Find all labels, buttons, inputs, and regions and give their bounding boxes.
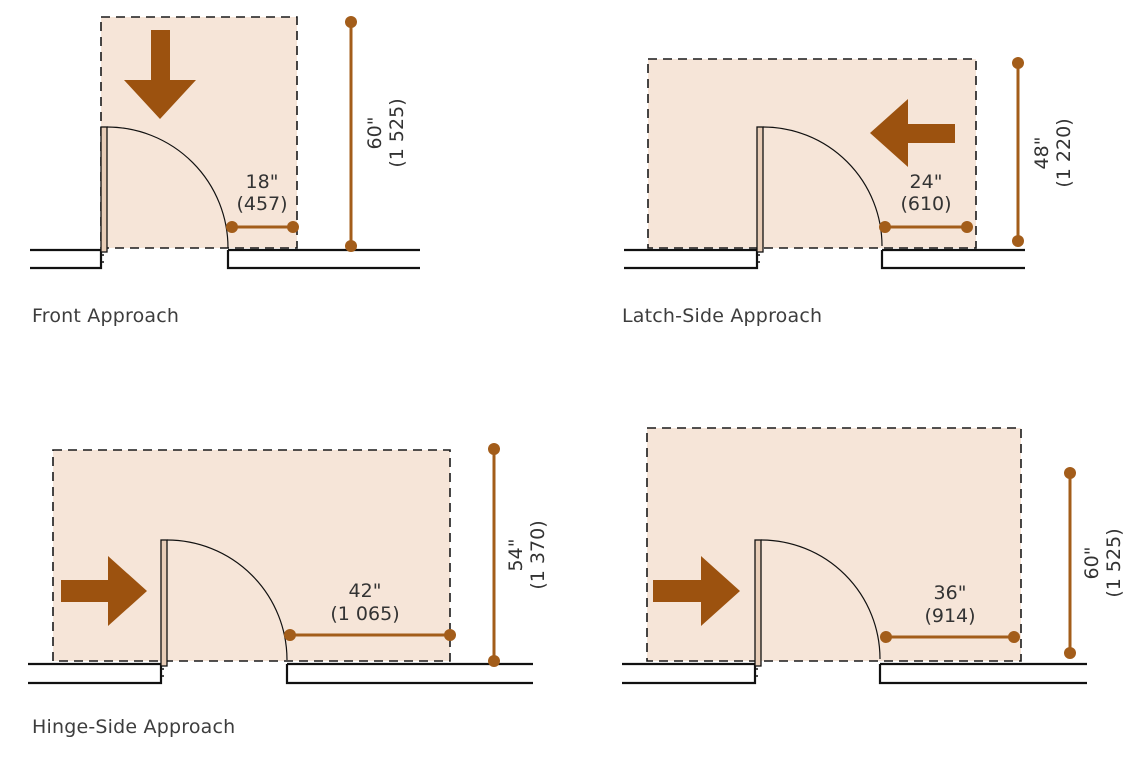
dimension-label: 60" — [364, 117, 386, 150]
dimension-label: 24" — [910, 171, 943, 193]
door-jamb — [754, 668, 758, 677]
latch-side-approach-diagram: 24" (610) 48" (1 220) Latch-Side Approac… — [622, 57, 1075, 327]
hinge-side-approach-diagram: 42" (1 065) 54" (1 370) Hinge-Side Appro… — [28, 443, 549, 738]
clearance-area — [52, 449, 451, 662]
door-leaf — [756, 126, 764, 253]
door-swing-arc — [760, 539, 881, 660]
wall-left — [622, 662, 757, 685]
dimension-label: (1 525) — [386, 98, 408, 167]
wall-right — [880, 248, 1025, 270]
approach-arrow-icon — [653, 556, 740, 626]
wall-right — [226, 248, 420, 270]
approach-arrow-icon — [61, 556, 147, 626]
dimension-label: 36" — [934, 582, 967, 604]
dimension-endpoint — [961, 221, 973, 233]
dimension-endpoint — [879, 221, 891, 233]
door-swing-arc — [106, 126, 229, 249]
clearance-area — [100, 16, 298, 249]
approach-arrow-icon — [124, 30, 196, 119]
wall-right — [878, 662, 1087, 685]
dimension-label: (1 220) — [1053, 118, 1075, 187]
dimension-label: 54" — [505, 539, 527, 572]
wall-left — [28, 662, 163, 685]
dimension-label: (610) — [900, 193, 951, 215]
dimension-label: 60" — [1081, 547, 1103, 580]
dimension-endpoint — [488, 655, 500, 667]
wall-right — [285, 662, 533, 685]
dimension-label: (1 370) — [527, 520, 549, 589]
dimension-label: 48" — [1031, 137, 1053, 170]
wall-left — [30, 248, 103, 270]
diagram-caption: Latch-Side Approach — [622, 305, 822, 327]
hinge-side-approach-alt-diagram: 36" (914) 60" (1 525) — [622, 427, 1125, 685]
dimension-endpoint — [1008, 631, 1020, 643]
dimension-endpoint — [1064, 647, 1076, 659]
wall-left — [624, 248, 759, 270]
dimension-endpoint — [488, 443, 500, 455]
dimension-endpoint — [1064, 467, 1076, 479]
dimension-endpoint — [345, 16, 357, 28]
diagram-caption: Front Approach — [32, 305, 179, 327]
approach-arrow-icon — [870, 99, 955, 167]
door-leaf — [160, 539, 168, 667]
door-leaf — [100, 126, 108, 253]
dimension-endpoint — [444, 629, 456, 641]
clearance-area — [646, 427, 1022, 662]
dimension-label: (1 525) — [1103, 528, 1125, 597]
dimension-label: 18" — [246, 171, 279, 193]
dimension-endpoint — [880, 631, 892, 643]
door-jamb — [756, 254, 760, 263]
door-swing-arc — [762, 126, 883, 247]
front-approach-diagram: 18" (457) 60" (1 525) Front Approach — [30, 16, 420, 327]
dimension-endpoint — [287, 221, 299, 233]
door-leaf — [754, 539, 762, 667]
dimension-endpoint — [284, 629, 296, 641]
dimension-endpoint — [1012, 57, 1024, 69]
diagram-caption: Hinge-Side Approach — [32, 716, 235, 738]
dimension-endpoint — [345, 240, 357, 252]
dimension-endpoint — [226, 221, 238, 233]
door-jamb — [160, 668, 164, 677]
door-jamb — [100, 254, 104, 263]
dimension-label: 42" — [349, 580, 382, 602]
dimension-label: (1 065) — [330, 603, 399, 625]
dimension-endpoint — [1012, 235, 1024, 247]
clearance-area — [647, 58, 977, 249]
dimension-label: (457) — [236, 193, 287, 215]
dimension-label: (914) — [924, 605, 975, 627]
